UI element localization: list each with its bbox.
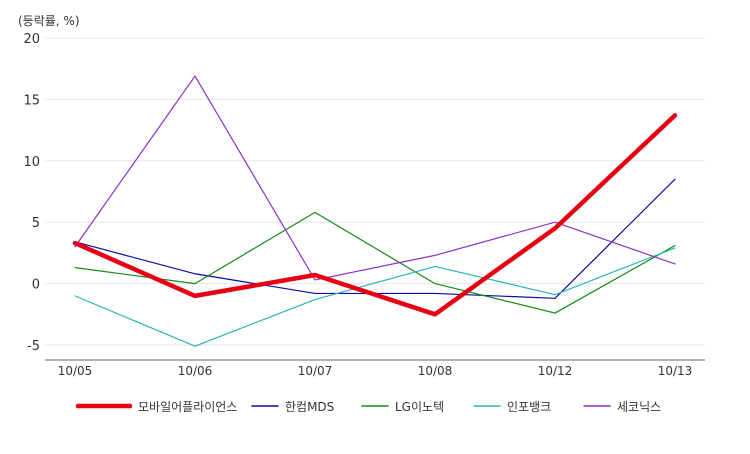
y-tick-label: -5 [27, 339, 40, 354]
y-tick-label: 15 [23, 93, 40, 108]
y-tick-label: 5 [32, 216, 40, 231]
y-tick-label: 10 [23, 155, 40, 170]
legend-label: LG이노텍 [395, 400, 444, 414]
x-tick-label: 10/12 [538, 364, 573, 378]
legend-label: 세코닉스 [617, 400, 661, 414]
legend-label: 한컴MDS [285, 400, 334, 414]
legend-label: 모바일어플라이언스 [138, 400, 237, 414]
y-axis-unit-label: (등락률, %) [18, 14, 80, 28]
y-tick-label: 0 [32, 278, 40, 293]
x-axis-ticks: 10/05 10/06 10/07 10/08 10/12 10/13 [58, 364, 693, 378]
series-line [72, 113, 678, 317]
legend: 모바일어플라이언스 한컴MDS LG이노텍 인포뱅크 세코닉스 [75, 400, 661, 414]
series-lines [72, 75, 678, 347]
x-tick-label: 10/06 [178, 364, 213, 378]
x-tick-label: 10/08 [418, 364, 453, 378]
series-line [74, 75, 676, 281]
series-line [74, 211, 676, 314]
y-tick-label: 20 [23, 32, 40, 47]
x-tick-label: 10/07 [298, 364, 333, 378]
legend-label: 인포뱅크 [507, 400, 551, 414]
x-tick-label: 10/13 [658, 364, 693, 378]
grid-lines [45, 37, 705, 361]
y-axis-ticks: 20 15 10 5 0 -5 [23, 32, 40, 354]
x-tick-label: 10/05 [58, 364, 93, 378]
series-line [74, 247, 676, 347]
